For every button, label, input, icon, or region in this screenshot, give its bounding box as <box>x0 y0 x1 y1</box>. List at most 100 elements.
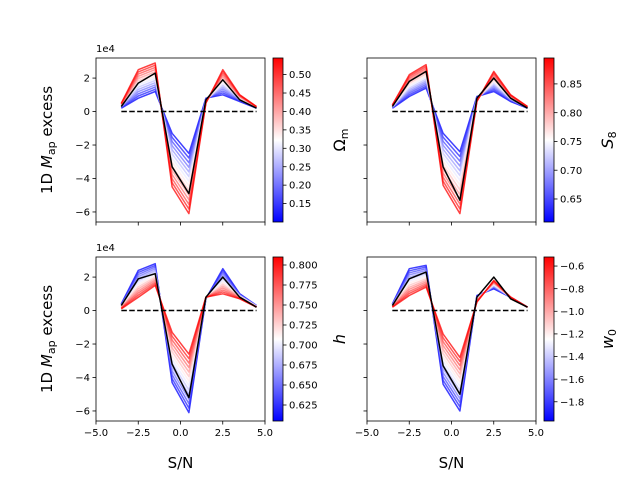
colorbar-tick-label: 0.70 <box>560 166 582 177</box>
ylabel-subscript: ap <box>45 340 58 354</box>
y-tick-label: 0 <box>84 306 90 317</box>
ylabel-suffix: excess <box>38 86 56 142</box>
colorbar-gradient-bar <box>543 256 555 422</box>
ylabel-symbol: M <box>38 155 56 168</box>
param-subscript: m <box>338 129 351 140</box>
colorbar-tick-label: 0.650 <box>289 381 318 392</box>
x-tick-label: 0.0 <box>173 428 189 439</box>
y-tick-label: −4 <box>75 174 90 185</box>
y-tick-label: 0 <box>84 107 90 118</box>
colorbar-tick-label: 0.30 <box>289 144 311 155</box>
colorbar-tick-label: 0.25 <box>289 162 311 173</box>
panel-w0: −5.0 −2.5 0.0 2.5 5.0 S/N −0.6 −0.8 −1.0 −1.2 −1.4… <box>355 256 619 472</box>
y-tick-label: −6 <box>75 208 90 219</box>
colorbar-gradient-bar <box>272 256 284 422</box>
colorbar-label-w0: w0 <box>598 329 619 349</box>
series-group <box>391 264 528 412</box>
y-axis-label: 1D Map excess <box>38 86 58 194</box>
y-scale-offset: 1e4 <box>96 44 115 55</box>
param-symbol: h <box>330 334 349 344</box>
colorbar-tick-label: 0.775 <box>289 281 318 292</box>
colorbar-w0: −0.6 −0.8 −1.0 −1.2 −1.4 −1.6 −1.8 w0 <box>543 256 619 422</box>
colorbar-tick-label: 0.20 <box>289 181 311 192</box>
panel-omega_m: 2 0 −2 −4 −6 1e4 1D Map excess 0.50 0.45 0.40 0.35… <box>38 44 351 226</box>
colorbar-tick-label: −1.4 <box>560 352 584 363</box>
series-line <box>120 81 257 173</box>
fiducial-line <box>391 70 528 201</box>
series-line <box>120 276 257 378</box>
ylabel-suffix: excess <box>38 285 56 341</box>
colorbar-tick-label: 0.45 <box>289 89 311 100</box>
param-subscript: 0 <box>606 329 619 336</box>
colorbar-gradient-bar <box>272 57 284 223</box>
colorbar-label-h: h <box>330 334 349 344</box>
series-line <box>120 284 257 355</box>
x-tick-label: −2.5 <box>397 428 421 439</box>
colorbar-tick-label: 0.15 <box>289 199 311 210</box>
colorbar-tick-label: −1.2 <box>560 330 584 341</box>
series-group <box>120 62 257 215</box>
colorbar-tick-label: 0.625 <box>289 401 318 412</box>
y-tick-label: −2 <box>75 340 90 351</box>
param-symbol: Ω <box>330 139 349 151</box>
fiducial-line <box>120 72 257 195</box>
series-line <box>120 278 257 373</box>
colorbar-h: 0.800 0.775 0.750 0.725 0.700 0.675 0.650 0.625… <box>272 256 349 422</box>
series-line <box>120 283 257 360</box>
panel-h: −5.0 −2.5 0.0 2.5 5.0 2 0 −2 −4 −6 1e4 1D Map exces… <box>38 243 349 472</box>
x-tick-label: −5.0 <box>84 428 108 439</box>
colorbar-label-omega_m: Ωm <box>330 129 351 152</box>
colorbar-tick-label: −1.0 <box>560 307 584 318</box>
x-tick-label: −2.5 <box>126 428 150 439</box>
series-line <box>120 88 257 159</box>
panels-layer: 2 0 −2 −4 −6 1e4 1D Map excess 0.50 0.45 0.40 0.35… <box>38 44 619 472</box>
colorbar-tick-label: −1.6 <box>560 375 584 386</box>
colorbar-gradient-bar <box>543 57 555 223</box>
y-tick-label: −2 <box>75 141 90 152</box>
panel-s8: 0.85 0.80 0.75 0.70 0.65 S8 <box>363 57 619 226</box>
series-line <box>120 281 257 364</box>
x-tick-label: 2.5 <box>486 428 502 439</box>
fiducial-line <box>120 272 257 399</box>
series-group <box>120 262 257 414</box>
colorbar-tick-label: 0.65 <box>560 195 582 206</box>
x-axis-label: S/N <box>439 454 465 472</box>
x-tick-label: −5.0 <box>355 428 379 439</box>
ylabel-prefix: 1D <box>38 168 56 194</box>
series-line <box>391 63 528 215</box>
colorbar-tick-label: 0.675 <box>289 361 318 372</box>
y-tick-label: −6 <box>75 407 90 418</box>
colorbar-tick-label: 0.75 <box>560 137 582 148</box>
series-line <box>120 84 257 169</box>
y-axis-label: 1D Map excess <box>38 285 58 393</box>
param-symbol: S <box>598 138 617 148</box>
colorbar-tick-label: −1.8 <box>560 397 584 408</box>
colorbar-tick-label: 0.700 <box>289 341 318 352</box>
x-tick-label: 5.0 <box>528 428 544 439</box>
colorbar-tick-label: 0.80 <box>560 108 582 119</box>
colorbar-s8: 0.85 0.80 0.75 0.70 0.65 S8 <box>543 57 619 223</box>
series-line <box>120 90 257 155</box>
colorbar-tick-label: −0.8 <box>560 284 584 295</box>
x-tick-label: 2.5 <box>215 428 231 439</box>
colorbar-tick-label: 0.35 <box>289 125 311 136</box>
ylabel-prefix: 1D <box>38 367 56 393</box>
series-line <box>120 279 257 369</box>
param-subscript: 8 <box>606 131 619 138</box>
y-scale-offset: 1e4 <box>96 243 115 254</box>
colorbar-tick-label: 0.750 <box>289 301 318 312</box>
y-tick-label: −4 <box>75 373 90 384</box>
colorbar-tick-label: 0.40 <box>289 107 311 118</box>
colorbar-tick-label: 0.85 <box>560 79 582 90</box>
fiducial-line <box>391 271 528 395</box>
series-group <box>391 63 528 215</box>
colorbar-tick-label: −0.6 <box>560 262 584 273</box>
x-tick-label: 5.0 <box>257 428 273 439</box>
y-tick-label: 2 <box>84 74 90 85</box>
colorbar-tick-label: 0.725 <box>289 321 318 332</box>
series-line <box>120 62 257 215</box>
colorbar-label-s8: S8 <box>598 131 619 148</box>
x-tick-label: 0.0 <box>444 428 460 439</box>
